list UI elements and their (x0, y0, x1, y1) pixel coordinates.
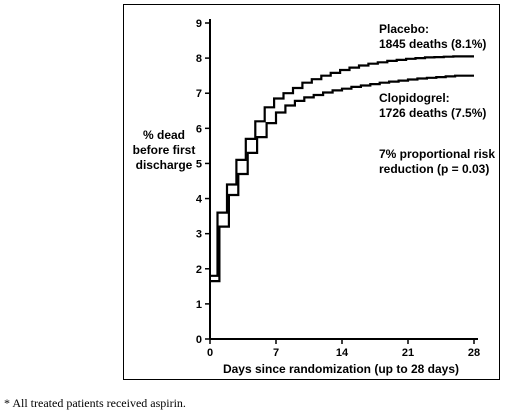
series-clopidogrel-line (210, 74, 474, 283)
x-tick-label-7: 7 (273, 347, 279, 359)
y-axis-label-line-1: % dead (142, 128, 185, 142)
y-axis-label-line-3: discharge (135, 158, 193, 172)
x-tick-label-21: 21 (402, 347, 414, 359)
clopidogrel-label-line-1: Clopidogrel: (379, 91, 450, 105)
x-axis-label: Days since randomization (up to 28 days) (223, 362, 459, 376)
series-layer (210, 55, 474, 283)
annotation-line-1: 7% proportional risk (379, 147, 495, 161)
placebo-label-line-2: 1845 deaths (8.1%) (379, 37, 486, 51)
x-tick-label-28: 28 (468, 347, 480, 359)
y-tick-label-9: 9 (196, 18, 202, 30)
y-tick-label-7: 7 (196, 88, 202, 100)
y-tick-label-1: 1 (196, 299, 202, 311)
x-tick-label-14: 14 (336, 347, 349, 359)
x-tick-label-0: 0 (207, 347, 213, 359)
y-tick-label-2: 2 (196, 264, 202, 276)
placebo-label-line-1: Placebo: (379, 22, 429, 36)
footnote: * All treated patients received aspirin. (4, 396, 186, 410)
axes: 0 1 2 3 4 5 6 7 8 9 0 7 14 21 28 (196, 18, 480, 359)
y-tick-label-0: 0 (196, 334, 202, 346)
y-tick-label-3: 3 (196, 229, 202, 241)
y-axis-label-line-2: before first (132, 143, 196, 157)
y-tick-label-4: 4 (196, 194, 203, 206)
series-placebo-line (210, 55, 474, 277)
clopidogrel-label-line-2: 1726 deaths (7.5%) (379, 106, 486, 120)
annotation-line-2: reduction (p = 0.03) (379, 162, 489, 176)
y-tick-label-5: 5 (196, 158, 202, 170)
y-tick-label-6: 6 (196, 123, 202, 135)
chart-frame (123, 4, 500, 380)
y-tick-label-8: 8 (196, 53, 202, 65)
